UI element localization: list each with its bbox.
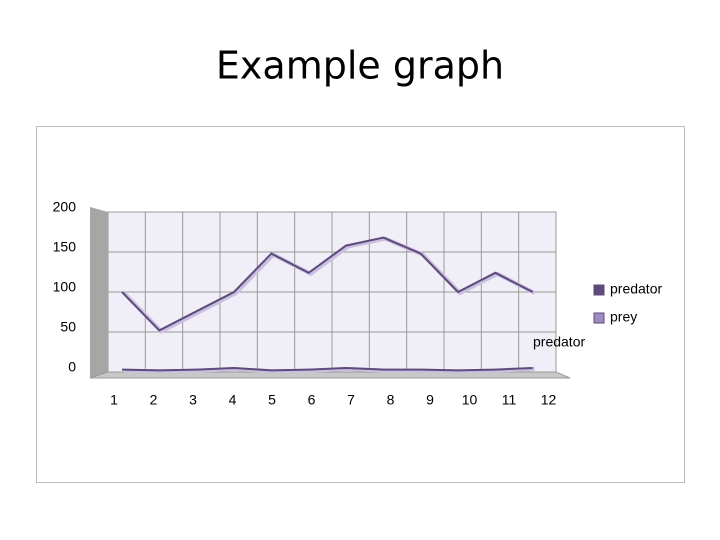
x-tick-label: 12 bbox=[541, 392, 557, 408]
legend-swatch bbox=[593, 284, 605, 296]
y-tick-label: 200 bbox=[53, 199, 77, 215]
x-tick-label: 10 bbox=[462, 392, 478, 408]
x-tick-label: 3 bbox=[189, 392, 197, 408]
legend-label: prey bbox=[610, 309, 637, 325]
chart-title: Example graph bbox=[216, 44, 504, 88]
y-tick-label: 100 bbox=[53, 279, 77, 295]
x-tick-label: 11 bbox=[502, 392, 517, 408]
y-tick-label: 0 bbox=[68, 359, 76, 375]
side-wall bbox=[90, 207, 108, 378]
x-tick-label: 5 bbox=[268, 392, 276, 408]
annotation: predator bbox=[533, 334, 585, 350]
legend-swatch bbox=[593, 312, 605, 324]
series-line bbox=[121, 236, 534, 332]
x-tick-label: 7 bbox=[347, 392, 355, 408]
line-shadow bbox=[123, 366, 535, 374]
x-tick-label: 4 bbox=[229, 392, 237, 408]
legend-label: predator bbox=[610, 281, 662, 297]
line-shadow bbox=[122, 236, 536, 334]
y-tick-label: 50 bbox=[60, 319, 76, 335]
x-tick-label: 9 bbox=[426, 392, 434, 408]
y-tick-label: 150 bbox=[53, 239, 77, 255]
x-tick-label: 1 bbox=[110, 392, 118, 408]
x-tick-label: 6 bbox=[308, 392, 316, 408]
x-tick-label: 8 bbox=[387, 392, 395, 408]
series-line bbox=[121, 366, 533, 372]
x-tick-label: 2 bbox=[150, 392, 158, 408]
